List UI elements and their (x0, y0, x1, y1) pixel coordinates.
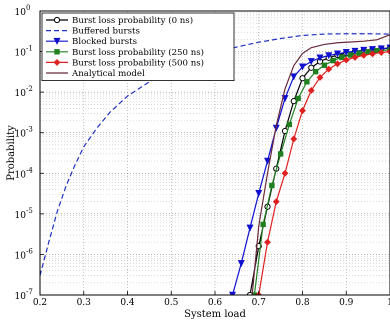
legend: Burst loss probability (0 ns)Buffered bu… (42, 13, 234, 81)
y-tick-label: 10 (15, 211, 27, 221)
legend-label: Blocked bursts (72, 37, 137, 47)
data-point (331, 58, 336, 63)
y-tick-exponent: -5 (26, 207, 33, 215)
x-tick-label: 0.3 (77, 298, 92, 308)
series-analytical-model (252, 35, 390, 295)
y-tick-exponent: -4 (26, 166, 33, 174)
legend-label: Burst loss probability (0 ns) (72, 15, 193, 26)
data-point (282, 170, 288, 176)
legend-swatch-marker (54, 17, 59, 22)
data-point (238, 260, 244, 266)
y-tick-exponent: -3 (26, 126, 33, 134)
series-blocked-bursts (230, 45, 390, 298)
y-tick-label: 10 (15, 251, 27, 261)
data-point (256, 190, 262, 196)
data-point (265, 239, 271, 245)
data-point (296, 96, 301, 101)
data-point (273, 199, 279, 205)
x-tick-label: 0.8 (295, 298, 310, 308)
y-tick-label: 10 (15, 8, 27, 18)
series-line (250, 48, 390, 295)
x-axis-label: System load (184, 309, 246, 320)
legend-swatch-marker (55, 49, 60, 54)
data-point (304, 79, 309, 84)
legend-label: Burst loss probability (250 ns) (72, 47, 204, 58)
legend-label: Buffered bursts (72, 27, 140, 37)
y-tick-exponent: 0 (26, 4, 30, 12)
data-point (322, 63, 327, 68)
y-axis-label: Probability (6, 125, 17, 181)
y-tick-exponent: -6 (26, 247, 33, 255)
data-point (339, 55, 344, 60)
data-point (261, 222, 266, 227)
data-point (287, 122, 292, 127)
y-tick-label: 10 (15, 292, 27, 302)
data-point (269, 183, 274, 188)
y-tick-exponent: -2 (26, 85, 33, 93)
data-point (278, 152, 283, 157)
x-tick-label: 0.2 (33, 298, 47, 308)
series-line (252, 35, 390, 295)
y-tick-exponent: -7 (26, 288, 33, 296)
data-point (291, 74, 297, 80)
y-tick-label: 10 (15, 89, 27, 99)
x-tick-label: 0.6 (208, 298, 223, 308)
series-burst-loss-probability-250-ns (252, 47, 390, 297)
x-tick-label: 0.5 (164, 298, 179, 308)
y-tick-label: 10 (15, 49, 27, 59)
x-tick-label: 0.9 (339, 298, 354, 308)
legend-label: Burst loss probability (500 ns) (72, 57, 204, 68)
legend-label: Analytical model (71, 69, 145, 79)
x-tick-label: 0.7 (252, 298, 267, 308)
x-tick-label: 0.4 (120, 298, 135, 308)
y-tick-exponent: -1 (26, 45, 33, 53)
series-burst-loss-probability-0-ns (247, 45, 390, 297)
data-point (313, 69, 318, 74)
